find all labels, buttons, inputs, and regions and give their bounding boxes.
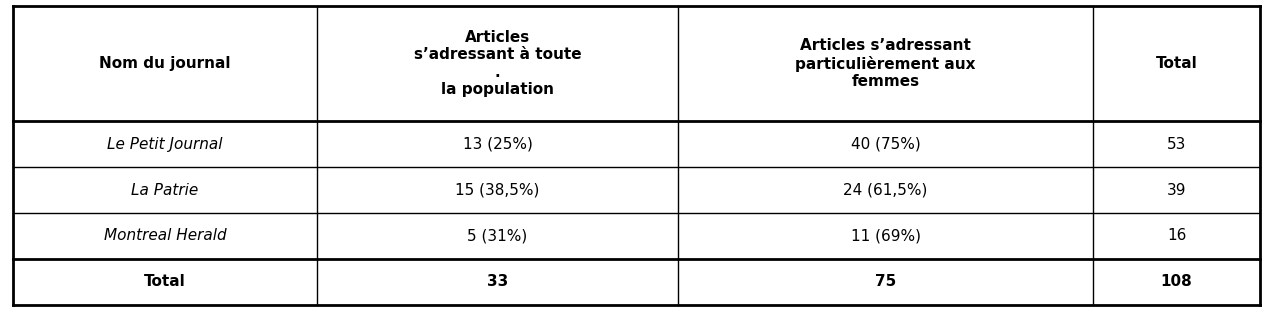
Text: Le Petit Journal: Le Petit Journal [108, 137, 223, 152]
Text: 108: 108 [1161, 274, 1193, 289]
Text: 16: 16 [1167, 228, 1186, 244]
Text: Nom du journal: Nom du journal [99, 56, 230, 71]
Text: 39: 39 [1167, 183, 1186, 197]
Text: 11 (69%): 11 (69%) [851, 228, 920, 244]
Text: Articles s’adressant
particulièrement aux
femmes: Articles s’adressant particulièrement au… [795, 38, 976, 89]
Text: Articles
s’adressant à toute
.
la population: Articles s’adressant à toute . la popula… [414, 30, 581, 97]
Text: 75: 75 [875, 274, 896, 289]
Text: 5 (31%): 5 (31%) [467, 228, 528, 244]
Text: Total: Total [144, 274, 186, 289]
Text: 40 (75%): 40 (75%) [851, 137, 920, 152]
Text: 15 (38,5%): 15 (38,5%) [456, 183, 539, 197]
Text: La Patrie: La Patrie [132, 183, 199, 197]
Text: 53: 53 [1167, 137, 1186, 152]
Text: 33: 33 [487, 274, 508, 289]
Text: Montreal Herald: Montreal Herald [104, 228, 227, 244]
Text: Total: Total [1156, 56, 1198, 71]
Text: 24 (61,5%): 24 (61,5%) [843, 183, 928, 197]
Text: 13 (25%): 13 (25%) [462, 137, 533, 152]
